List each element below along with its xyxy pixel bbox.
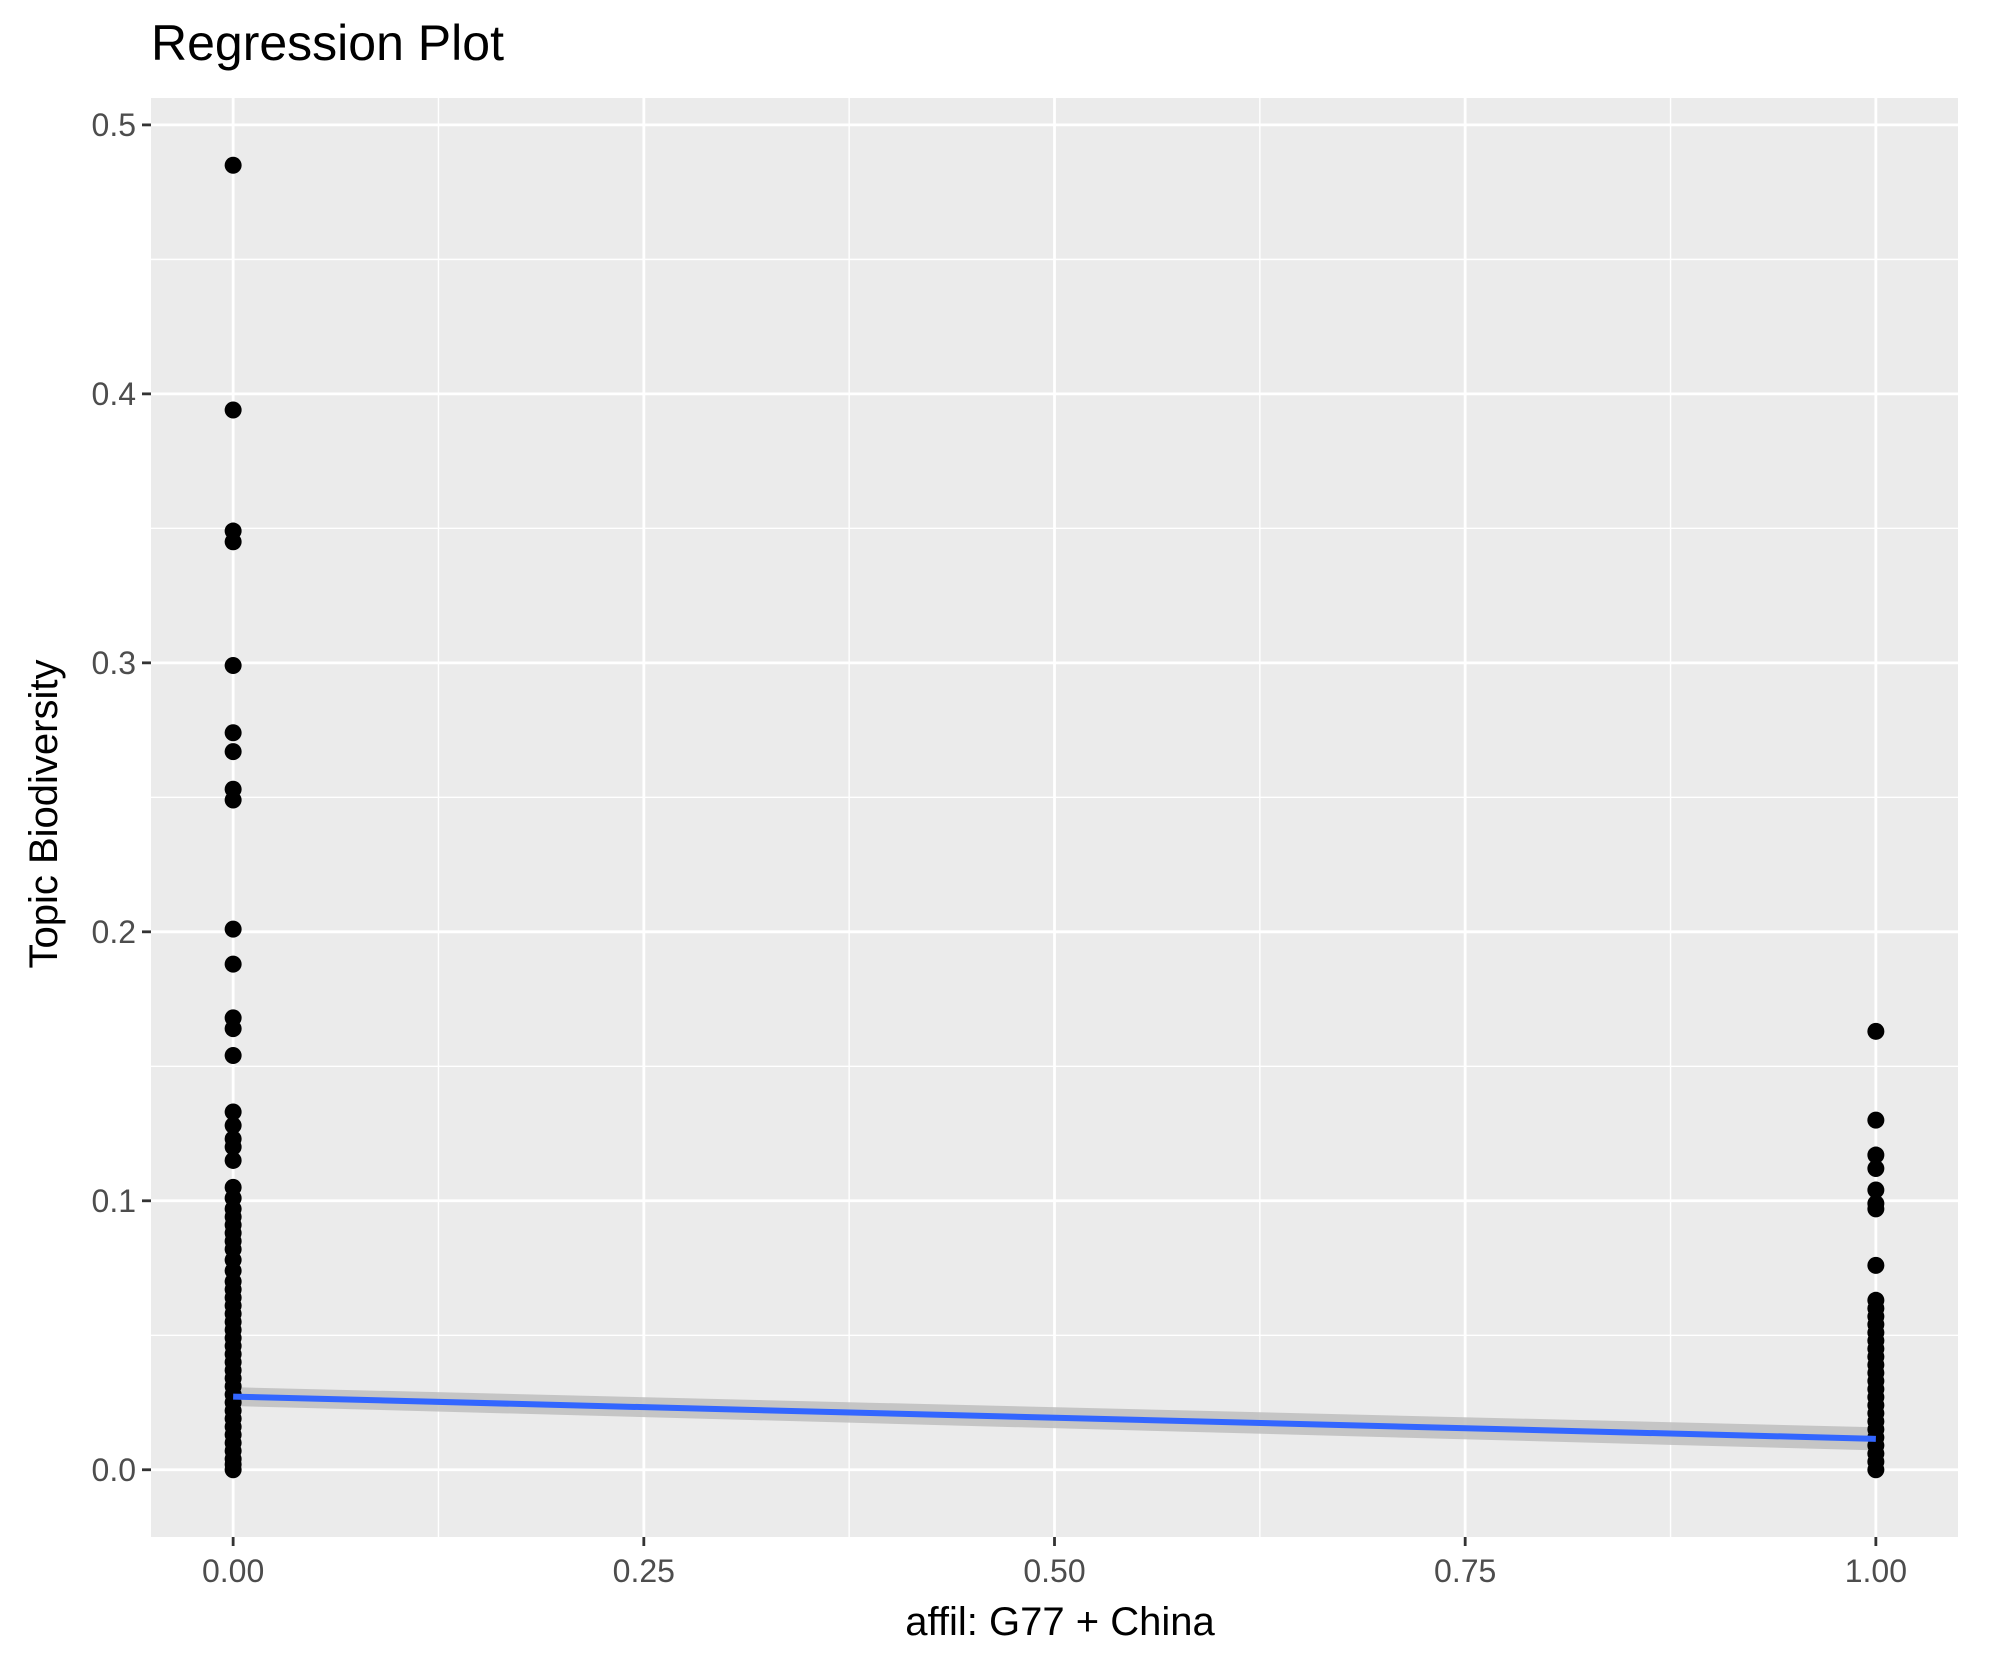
data-point (224, 1151, 242, 1169)
data-point (224, 156, 242, 174)
x-tick-label: 1.00 (1845, 1553, 1907, 1589)
data-point (224, 1138, 242, 1156)
y-tick-label: 0.1 (92, 1183, 136, 1219)
data-point (1867, 1111, 1885, 1129)
data-point (224, 533, 242, 551)
data-point (224, 743, 242, 761)
data-point (1867, 1160, 1885, 1178)
data-point (224, 1047, 242, 1065)
x-axis-title: affil: G77 + China (905, 1600, 1215, 1644)
data-point (224, 1116, 242, 1134)
data-point (1867, 1146, 1885, 1164)
x-tick-label: 0.50 (1023, 1553, 1085, 1589)
y-tick-label: 0.4 (92, 376, 136, 412)
data-point (224, 1020, 242, 1038)
data-point (224, 955, 242, 973)
data-point (1867, 1022, 1885, 1040)
y-tick-label: 0.5 (92, 107, 136, 143)
data-point (224, 657, 242, 675)
data-point (1867, 1200, 1885, 1218)
x-tick-label: 0.00 (202, 1553, 264, 1589)
y-tick-label: 0.2 (92, 914, 136, 950)
data-point (1867, 1256, 1885, 1274)
data-point (1867, 1181, 1885, 1199)
regression-line (233, 1393, 1876, 1442)
data-point (224, 1461, 242, 1479)
y-tick-label: 0.0 (92, 1452, 136, 1488)
x-tick-label: 0.75 (1434, 1553, 1496, 1589)
regression-line-group (233, 1393, 1876, 1442)
y-tick-label: 0.3 (92, 645, 136, 681)
chart-title: Regression Plot (151, 15, 504, 71)
scatter-points (224, 156, 1885, 1479)
y-axis: 0.0 0.1 0.2 0.3 0.4 0.5 (92, 107, 151, 1488)
x-axis: 0.00 0.25 0.50 0.75 1.00 (202, 1537, 1907, 1589)
data-point (224, 791, 242, 809)
data-point (224, 1103, 242, 1121)
data-point (1867, 1461, 1885, 1479)
data-point (224, 724, 242, 742)
y-axis-title: Topic Biodiversity (22, 659, 66, 968)
data-point (224, 920, 242, 938)
data-point (224, 401, 242, 419)
x-tick-label: 0.25 (613, 1553, 675, 1589)
